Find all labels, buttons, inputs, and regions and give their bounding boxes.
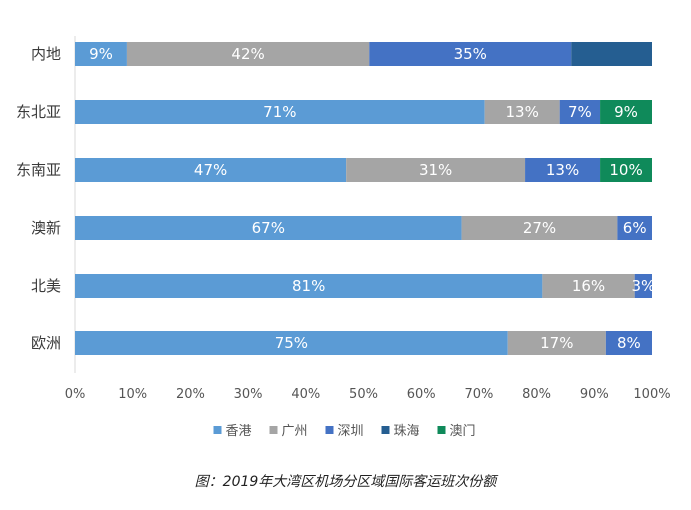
bar-segment [617,216,652,240]
category-label: 澳新 [31,219,61,237]
bar-segment [346,158,526,182]
data-label: 71% [263,103,296,121]
legend-swatch [269,426,278,434]
data-label: 10% [609,161,642,179]
category-label: 北美 [31,277,61,295]
stacked-bar-chart: 内地 9% 42% 35% 东北亚 71% 13% 7% 9% 东南亚 47% 31% 13% 10% 澳新… [16,36,671,439]
bar-segment [75,274,543,298]
data-label: 6% [623,219,647,237]
data-label: 7% [568,103,592,121]
x-tick-label: 30% [234,387,263,402]
data-label: 3% [631,277,655,295]
data-label: 35% [454,45,487,63]
x-tick-label: 70% [464,387,493,402]
category-label: 东南亚 [16,161,61,179]
x-tick-label: 20% [176,387,205,402]
x-tick-label: 50% [349,387,378,402]
data-label: 9% [614,103,638,121]
bar-segment [75,216,462,240]
x-tick-label: 100% [633,387,670,402]
legend-swatch [325,426,334,434]
figure-caption: 图：2019年大湾区机场分区域国际客运班次份额 [194,474,497,490]
data-label: 67% [252,219,285,237]
legend-label: 澳门 [450,423,476,439]
x-tick-label: 90% [580,387,609,402]
bar-segment [75,331,508,355]
legend-swatch [213,426,222,434]
bar-segment [75,100,485,124]
bar-segment [369,42,572,66]
category-label: 内地 [31,45,61,63]
bar-segment [461,216,618,240]
bar-segment [571,42,652,66]
x-tick-label: 40% [291,387,320,402]
data-label: 47% [194,161,227,179]
data-label: 81% [292,277,325,295]
bar-segment [600,158,652,182]
data-label: 13% [506,103,539,121]
bar-segment [75,42,127,66]
data-label: 17% [540,334,573,352]
legend-swatch [437,426,446,434]
data-label: 16% [572,277,605,295]
bar-segment [126,42,370,66]
legend-label: 香港 [226,424,252,439]
legend-swatch [381,426,390,434]
bar-segment [600,100,652,124]
data-label: 31% [419,161,452,179]
bar-segment [507,331,606,355]
bar-segment [634,274,652,298]
x-tick-label: 10% [118,387,147,402]
bar-segment [605,331,652,355]
category-label: 欧洲 [31,334,61,352]
category-label: 东北亚 [16,103,61,121]
legend-label: 珠海 [394,424,420,439]
data-label: 8% [617,334,641,352]
x-tick-label: 60% [407,387,436,402]
bar-segment [75,158,347,182]
x-tick-label: 0% [65,387,86,402]
data-label: 75% [275,334,308,352]
data-label: 27% [523,219,556,237]
bar-segment [559,100,601,124]
bar-segment [525,158,601,182]
legend-label: 广州 [282,424,308,439]
legend-label: 深圳 [338,424,364,439]
x-tick-label: 80% [522,387,551,402]
data-label: 13% [546,161,579,179]
bar-segment [484,100,560,124]
bar-segment [542,274,635,298]
data-label: 42% [231,45,264,63]
data-label: 9% [89,45,113,63]
